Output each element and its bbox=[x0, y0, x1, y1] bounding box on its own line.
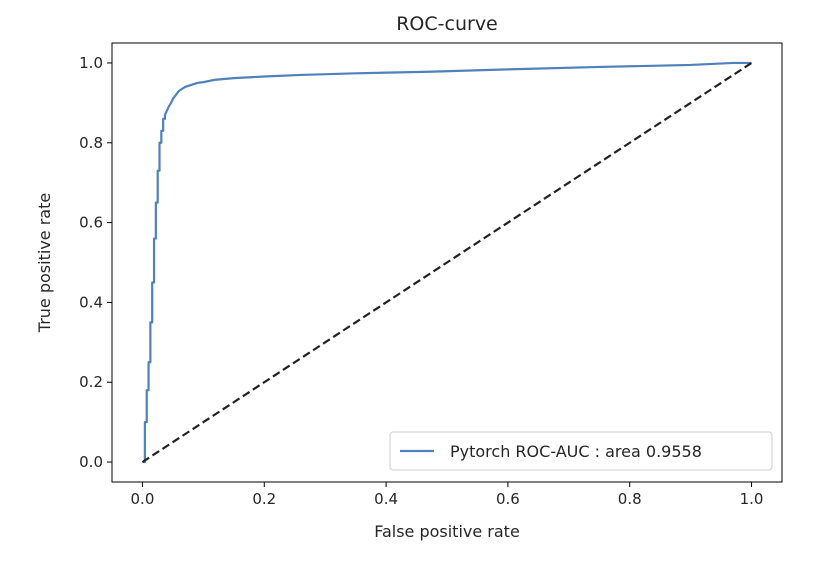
y-axis-label: True positive rate bbox=[35, 193, 54, 333]
y-tick-label: 1.0 bbox=[79, 54, 103, 72]
x-tick-label: 0.4 bbox=[374, 490, 398, 508]
x-tick-label: 0.8 bbox=[618, 490, 642, 508]
x-tick-label: 0.2 bbox=[252, 490, 276, 508]
y-tick-label: 0.0 bbox=[79, 453, 103, 471]
plot-area bbox=[142, 63, 751, 462]
y-tick-label: 0.6 bbox=[79, 214, 103, 232]
y-tick-label: 0.8 bbox=[79, 134, 103, 152]
y-tick-label: 0.4 bbox=[79, 293, 103, 311]
x-axis-label: False positive rate bbox=[374, 522, 520, 541]
chart-title: ROC-curve bbox=[396, 13, 498, 35]
x-tick-label: 0.6 bbox=[496, 490, 520, 508]
y-axis: 0.0 0.2 0.4 0.6 0.8 1.0 bbox=[79, 54, 112, 471]
legend-label-pytorch: Pytorch ROC-AUC : area 0.9558 bbox=[450, 442, 702, 461]
legend: Pytorch ROC-AUC : area 0.9558 bbox=[390, 432, 772, 470]
y-tick-label: 0.2 bbox=[79, 373, 103, 391]
x-axis: 0.0 0.2 0.4 0.6 0.8 1.0 bbox=[131, 482, 764, 508]
chance-diagonal-line bbox=[142, 63, 751, 462]
x-tick-label: 0.0 bbox=[131, 490, 155, 508]
x-tick-label: 1.0 bbox=[740, 490, 764, 508]
